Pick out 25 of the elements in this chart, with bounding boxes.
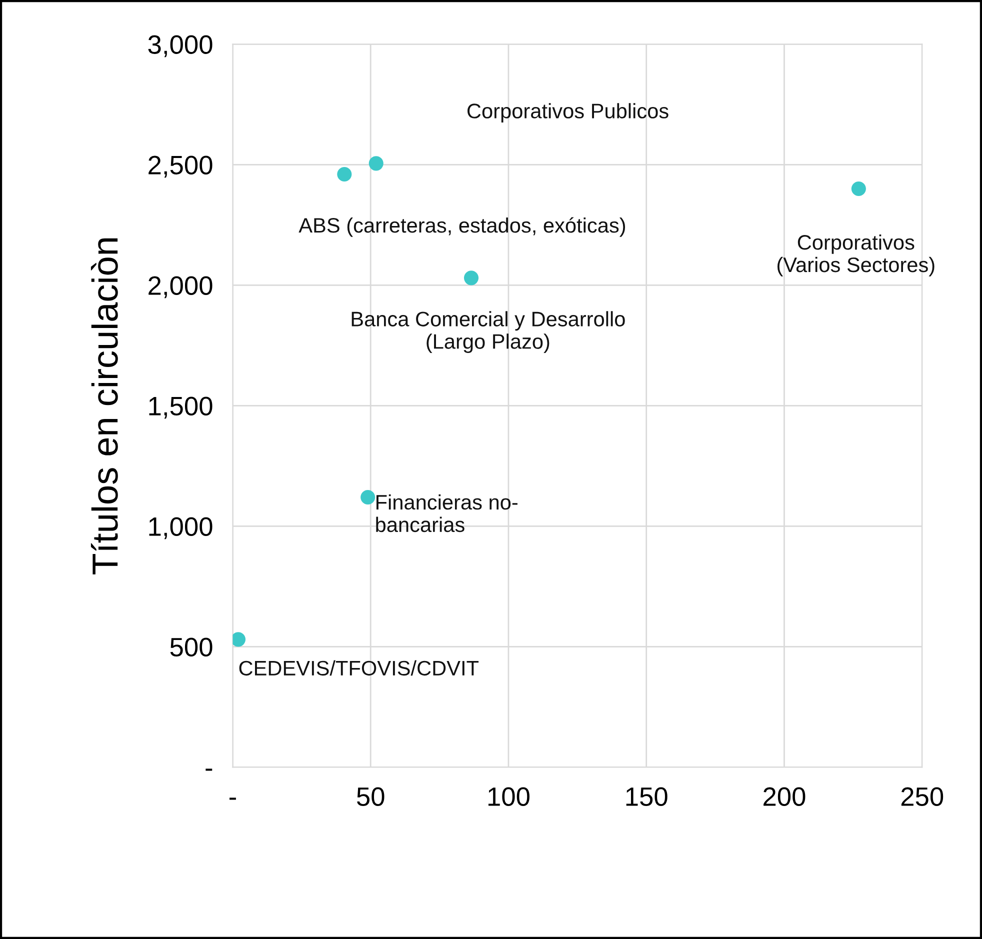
y-axis-title: Títulos en circulaciòn — [90, 238, 118, 574]
x-tick-label: 100 — [488, 787, 530, 806]
annotation: Corporativos (Varios Sectores) — [778, 234, 934, 276]
y-tick-label: 2,000 — [148, 276, 212, 298]
point — [337, 166, 352, 182]
point — [368, 156, 384, 171]
x-tick-label: 250 — [901, 787, 944, 806]
y-tick-label: 1,500 — [149, 396, 212, 419]
y-tick-label: 500 — [170, 638, 212, 656]
y-tick-label: 3,000 — [148, 35, 212, 58]
annotation: Banca Comercial y Desarrollo (Largo Plazo) — [352, 311, 625, 354]
y-tick-label: 1,000 — [149, 517, 212, 540]
point — [232, 632, 246, 647]
annotation: Corporativos Publicos — [468, 103, 668, 123]
annotation: ABS (carreteras, estados, exóticas) — [298, 217, 626, 237]
x-tick-label: 200 — [764, 787, 806, 806]
point — [464, 270, 479, 286]
point — [851, 181, 866, 196]
y-tick-label: - — [206, 768, 212, 771]
annotation: CEDEVIS/TFOVIS/CDVIT — [239, 660, 479, 676]
x-tick-label: 50 — [356, 787, 384, 806]
point — [360, 490, 376, 505]
x-tick-label: 150 — [626, 787, 668, 806]
annotation: Financieras no- bancarias — [376, 494, 518, 532]
y-tick-label: 2,500 — [148, 156, 212, 178]
